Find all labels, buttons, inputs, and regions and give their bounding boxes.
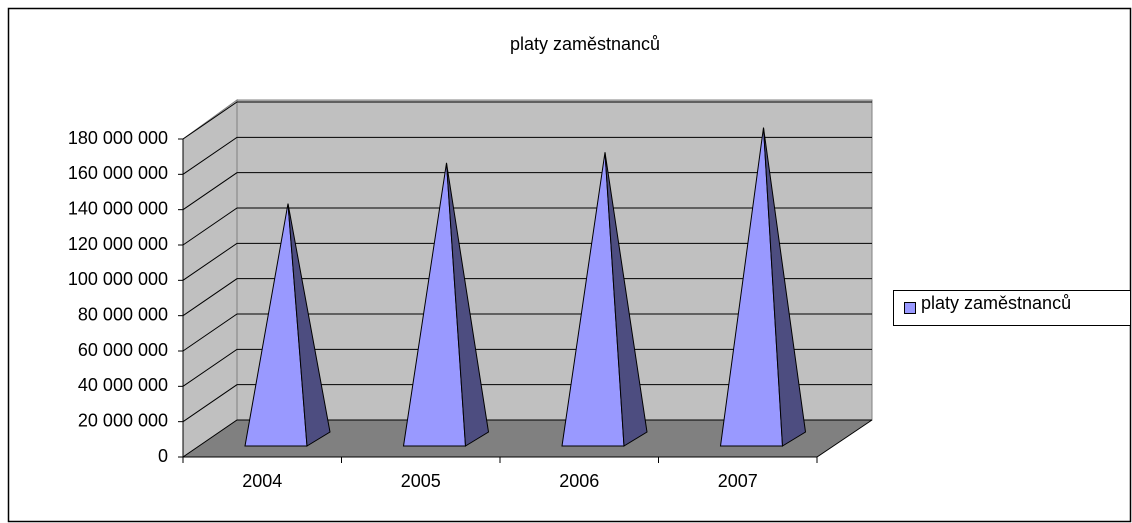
- plot: [244, 127, 807, 447]
- chart-title: platy zaměstnanců: [510, 34, 660, 54]
- y-tick-label: 140 000 000: [68, 198, 168, 218]
- grid-line: [182, 101, 872, 140]
- pyramid-side: [287, 203, 331, 447]
- grid-line: [182, 419, 872, 458]
- grid-line: [182, 313, 872, 352]
- y-tick-label: 20 000 000: [78, 410, 168, 430]
- x-tick-label: 2006: [559, 471, 599, 491]
- grid-line: [182, 384, 872, 423]
- y-tick-label: 0: [158, 446, 168, 466]
- grid-line: [182, 242, 872, 281]
- pyramid-side: [446, 162, 490, 447]
- grid-line: [182, 348, 872, 387]
- grid-line: [182, 207, 872, 246]
- legend: [893, 290, 1131, 326]
- y-tick-label: 40 000 000: [78, 375, 168, 395]
- grid-line: [182, 172, 872, 211]
- pyramid-side: [763, 127, 807, 447]
- y-tick-label: 80 000 000: [78, 304, 168, 324]
- y-tick-label: 160 000 000: [68, 163, 168, 183]
- grid-line: [182, 278, 872, 317]
- x-tick-label: 2007: [718, 471, 758, 491]
- x-tick-label: 2004: [242, 471, 282, 491]
- grid-line: [182, 136, 872, 175]
- pyramid-side: [604, 152, 648, 447]
- y-tick-label: 180 000 000: [68, 128, 168, 148]
- x-tick-label: 2005: [401, 471, 441, 491]
- y-tick-label: 120 000 000: [68, 234, 168, 254]
- legend-swatch: [904, 302, 916, 314]
- y-tick-label: 100 000 000: [68, 269, 168, 289]
- grid: [182, 101, 872, 458]
- legend-label: platy zaměstnanců: [921, 293, 1071, 313]
- floor: [183, 420, 872, 457]
- y-tick-label: 60 000 000: [78, 340, 168, 360]
